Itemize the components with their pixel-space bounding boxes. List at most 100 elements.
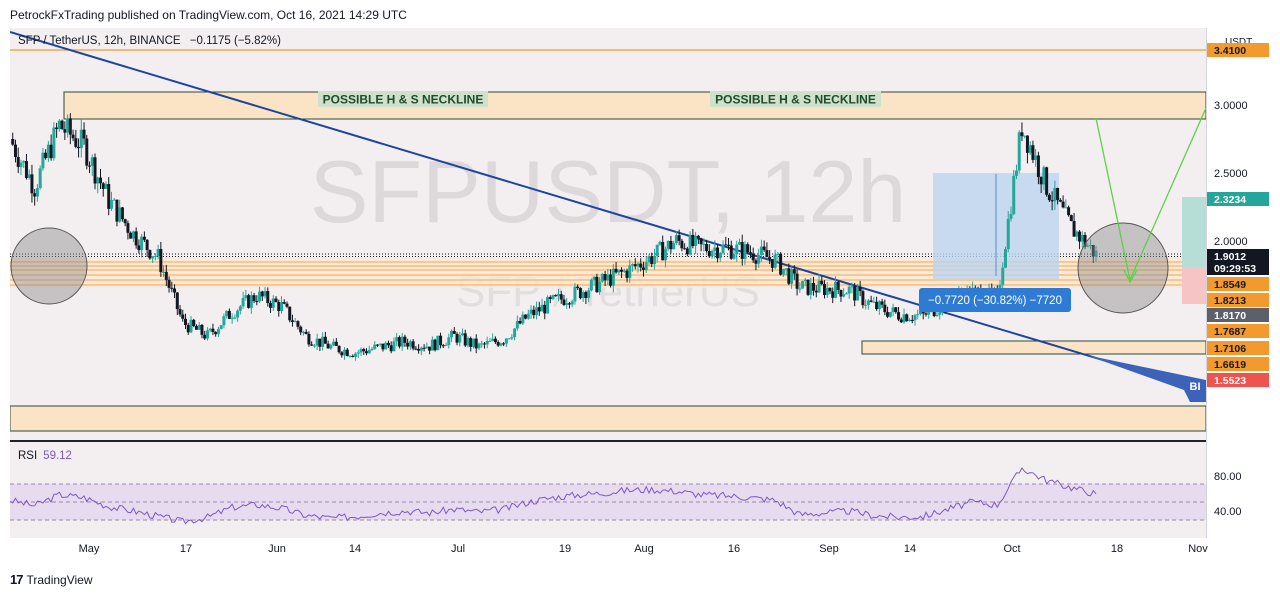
candle-body (170, 287, 174, 289)
candle-body (798, 288, 802, 290)
candle-body (123, 219, 127, 224)
price-tag-label: 1.7687 (1214, 326, 1246, 338)
price-tag-label: 1.5523 (1214, 375, 1246, 387)
candle-body (1020, 132, 1024, 137)
candle-body (609, 274, 613, 286)
candle-body (820, 280, 824, 285)
pane-separator[interactable] (10, 440, 1280, 442)
candle-body (688, 234, 692, 255)
candle-body (916, 314, 920, 316)
support-zone-bottom[interactable] (10, 405, 1206, 432)
candle-body (998, 284, 1002, 291)
candle-body (33, 193, 37, 197)
candle-body (1064, 207, 1068, 209)
candle-body (1004, 249, 1007, 268)
candle-body (414, 348, 418, 350)
candle-body (625, 270, 629, 278)
candle-body (301, 331, 305, 333)
descending-trendline[interactable] (10, 31, 1206, 392)
candle-body (639, 263, 643, 268)
candle-body (252, 295, 256, 302)
support-zone-mid[interactable] (861, 340, 1206, 355)
candle-body (803, 279, 807, 282)
candle-body (88, 165, 92, 167)
time-tick-label: 14 (349, 543, 361, 555)
price-tag (1207, 43, 1269, 57)
candle-body (162, 271, 166, 273)
price-tag-label: 1.8170 (1214, 310, 1246, 322)
candle-body (296, 321, 300, 327)
candle-body (184, 318, 188, 325)
candle-body (861, 291, 865, 306)
right-shoulder-circle[interactable] (1077, 222, 1169, 314)
candle-body (721, 244, 725, 254)
candle-body (392, 341, 396, 352)
candle-body (461, 333, 464, 336)
rsi-tick-label: 40.00 (1214, 506, 1242, 518)
candle-body (751, 253, 755, 261)
candle-body (55, 127, 59, 130)
price-tag (1207, 308, 1269, 322)
rsi-line[interactable] (10, 467, 1097, 525)
candle-body (238, 306, 242, 311)
candle-body (631, 264, 635, 266)
candle-body (685, 248, 689, 255)
candle-body (1014, 170, 1018, 176)
symbol-legend[interactable]: SFP / TetherUS, 12h, BINANCE −0.1175 (−5… (18, 35, 281, 47)
candle-body (746, 244, 750, 253)
candle-body (101, 183, 105, 189)
projection-path[interactable] (1095, 107, 1206, 283)
footer[interactable]: 17 TradingView (10, 572, 93, 587)
candle-body (49, 144, 53, 159)
left-shoulder-circle[interactable] (10, 227, 88, 305)
price-tag (1207, 373, 1269, 387)
candle-body (395, 337, 399, 342)
candle-body (148, 250, 152, 259)
candle-body (576, 286, 580, 289)
price-tag-label: 2.3234 (1214, 194, 1246, 206)
candle-body (1075, 231, 1079, 237)
candle-body (463, 333, 467, 346)
candle-body (620, 269, 624, 272)
candle-body (589, 279, 593, 291)
candle-body (836, 281, 840, 290)
candle-body (230, 317, 234, 319)
time-tick-label: May (79, 543, 100, 555)
candle-body (30, 174, 34, 194)
candle-body (455, 333, 459, 343)
price-tag-label: 1.9012 (1214, 251, 1246, 263)
candle-body (866, 300, 870, 305)
candle-body (1091, 244, 1095, 257)
candle-body (79, 129, 83, 149)
price-tag-label: 09:29:53 (1214, 263, 1256, 275)
candle-body (880, 301, 884, 305)
candle-body (713, 247, 717, 251)
price-tag-label: 1.6619 (1214, 359, 1246, 371)
candle-body (178, 309, 182, 315)
candle-body (345, 349, 349, 357)
symbol-legend-change: −0.1175 (−5.82%) (189, 35, 281, 47)
candle-body (310, 344, 314, 346)
trendline-flag-label: BI (1190, 381, 1201, 393)
candle-body (507, 338, 511, 340)
candle-body (41, 152, 45, 169)
candle-body (554, 295, 558, 297)
candle-body (1072, 221, 1076, 237)
rsi-legend[interactable]: RSI 59.12 (18, 450, 72, 462)
rsi-tick-label: 80.00 (1214, 471, 1242, 483)
price-candles[interactable] (11, 113, 1098, 361)
candle-body (269, 303, 273, 308)
candle-body (663, 248, 667, 261)
neckline-zone[interactable] (63, 91, 1206, 120)
candle-body (315, 338, 319, 346)
candle-body (44, 152, 48, 159)
price-tick-label: 2.5000 (1214, 168, 1248, 180)
time-axis[interactable] (10, 538, 1206, 560)
candle-body (403, 336, 407, 343)
candle-body (833, 281, 837, 298)
published-header: PetrockFxTrading published on TradingVie… (10, 8, 407, 22)
candle-body (759, 246, 763, 256)
candle-body (691, 234, 695, 247)
candle-body (271, 298, 275, 308)
